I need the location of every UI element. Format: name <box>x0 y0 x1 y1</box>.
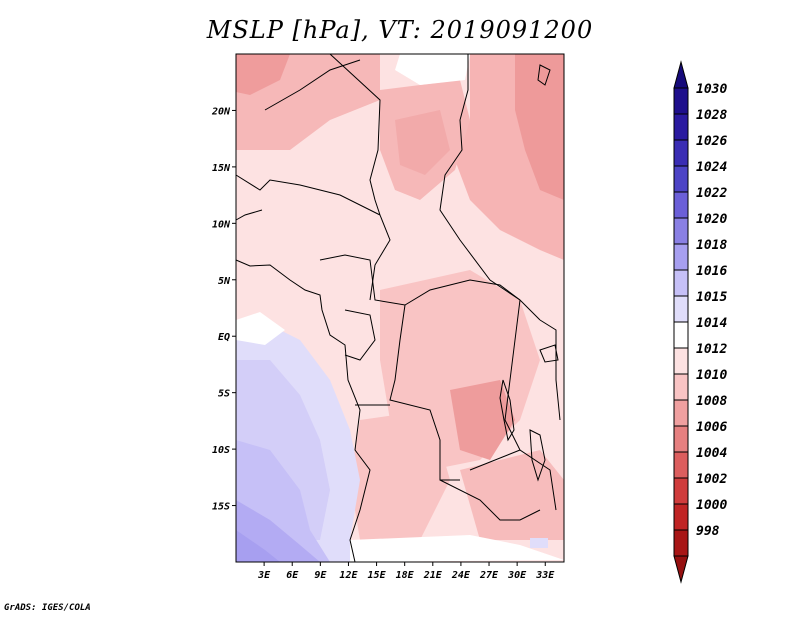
lat-tick-label: 20N <box>211 106 231 117</box>
lat-tick-label: 15N <box>212 163 231 174</box>
lat-tick-label: 10S <box>212 445 230 456</box>
colorbar-label: 998 <box>696 524 720 539</box>
colorbar-swatch <box>673 425 689 453</box>
lon-tick-label: 33E <box>535 570 555 581</box>
colorbar-label: 1015 <box>696 290 727 305</box>
colorbar-swatch <box>673 165 689 193</box>
colorbar-label: 1012 <box>696 342 727 357</box>
lat-tick-label: 5N <box>218 276 231 287</box>
colorbar-swatch <box>673 451 689 479</box>
lat-tick-label: 10N <box>212 219 231 230</box>
lon-tick-label: 6E <box>286 570 299 581</box>
lon-tick-label: 3E <box>257 570 271 581</box>
colorbar-bottom-arrow <box>673 555 689 584</box>
colorbar-swatch <box>673 295 689 323</box>
colorbar-label: 1016 <box>696 264 727 279</box>
lon-tick-label: 24E <box>451 570 471 581</box>
colorbar-label: 1028 <box>696 108 727 123</box>
map-frame <box>235 53 565 563</box>
lon-tick-label: 18E <box>396 570 415 581</box>
colorbar-label: 1018 <box>696 238 727 253</box>
lon-tick-label: 12E <box>339 570 358 581</box>
colorbar-label: 1008 <box>696 394 727 409</box>
colorbar-label: 1020 <box>696 212 727 227</box>
colorbar-label: 1024 <box>696 160 727 175</box>
map-title: MSLP [hPa], VT: 2019091200 <box>206 16 594 44</box>
colorbar-top-arrow <box>673 60 689 89</box>
colorbar-label: 1010 <box>696 368 727 383</box>
lon-tick-label: 30E <box>507 570 527 581</box>
colorbar-swatch <box>673 529 689 557</box>
colorbar-label: 1014 <box>696 316 727 331</box>
pressure-field <box>236 54 564 562</box>
colorbar-swatch <box>673 113 689 141</box>
colorbar-swatch <box>673 243 689 271</box>
colorbar-label: 1022 <box>696 186 727 201</box>
country-borders <box>235 53 561 563</box>
lon-tick-label: 9E <box>314 570 327 581</box>
lakes <box>499 64 559 482</box>
colorbar-swatch <box>673 477 689 505</box>
colorbar-swatch <box>673 399 689 427</box>
axis-ticks: 3E 6E 9E 12E 15E 18E 21E 24E 27E 30E 33E 20N 15N 10N 5… <box>211 106 555 581</box>
colorbar-swatch <box>673 139 689 167</box>
lat-tick-label: 5S <box>218 389 230 400</box>
lat-tick-label: 15S <box>212 502 230 513</box>
colorbar-label: 1006 <box>696 420 727 435</box>
colorbar-label: 1002 <box>696 472 727 487</box>
colorbar-label: 1030 <box>696 82 727 97</box>
lon-tick-label: 27E <box>479 570 499 581</box>
colorbar-label: 1004 <box>696 446 727 461</box>
colorbar-swatch <box>673 269 689 297</box>
colorbar: 1030 1028 1026 1024 1022 1020 1018 1016 1015 1014… <box>673 60 727 584</box>
colorbar-swatch <box>673 321 689 349</box>
lon-tick-label: 21E <box>423 570 443 581</box>
lon-tick-label: 15E <box>368 570 387 581</box>
colorbar-swatch <box>673 191 689 219</box>
colorbar-swatch <box>673 347 689 375</box>
colorbar-swatch <box>673 87 689 115</box>
lat-tick-label: EQ <box>218 332 230 343</box>
colorbar-swatch <box>673 503 689 531</box>
colorbar-swatch <box>673 217 689 245</box>
grads-credit: GrADS: IGES/COLA <box>4 603 91 613</box>
colorbar-label: 1000 <box>696 498 727 513</box>
colorbar-label: 1026 <box>696 134 727 149</box>
colorbar-swatch <box>673 373 689 401</box>
